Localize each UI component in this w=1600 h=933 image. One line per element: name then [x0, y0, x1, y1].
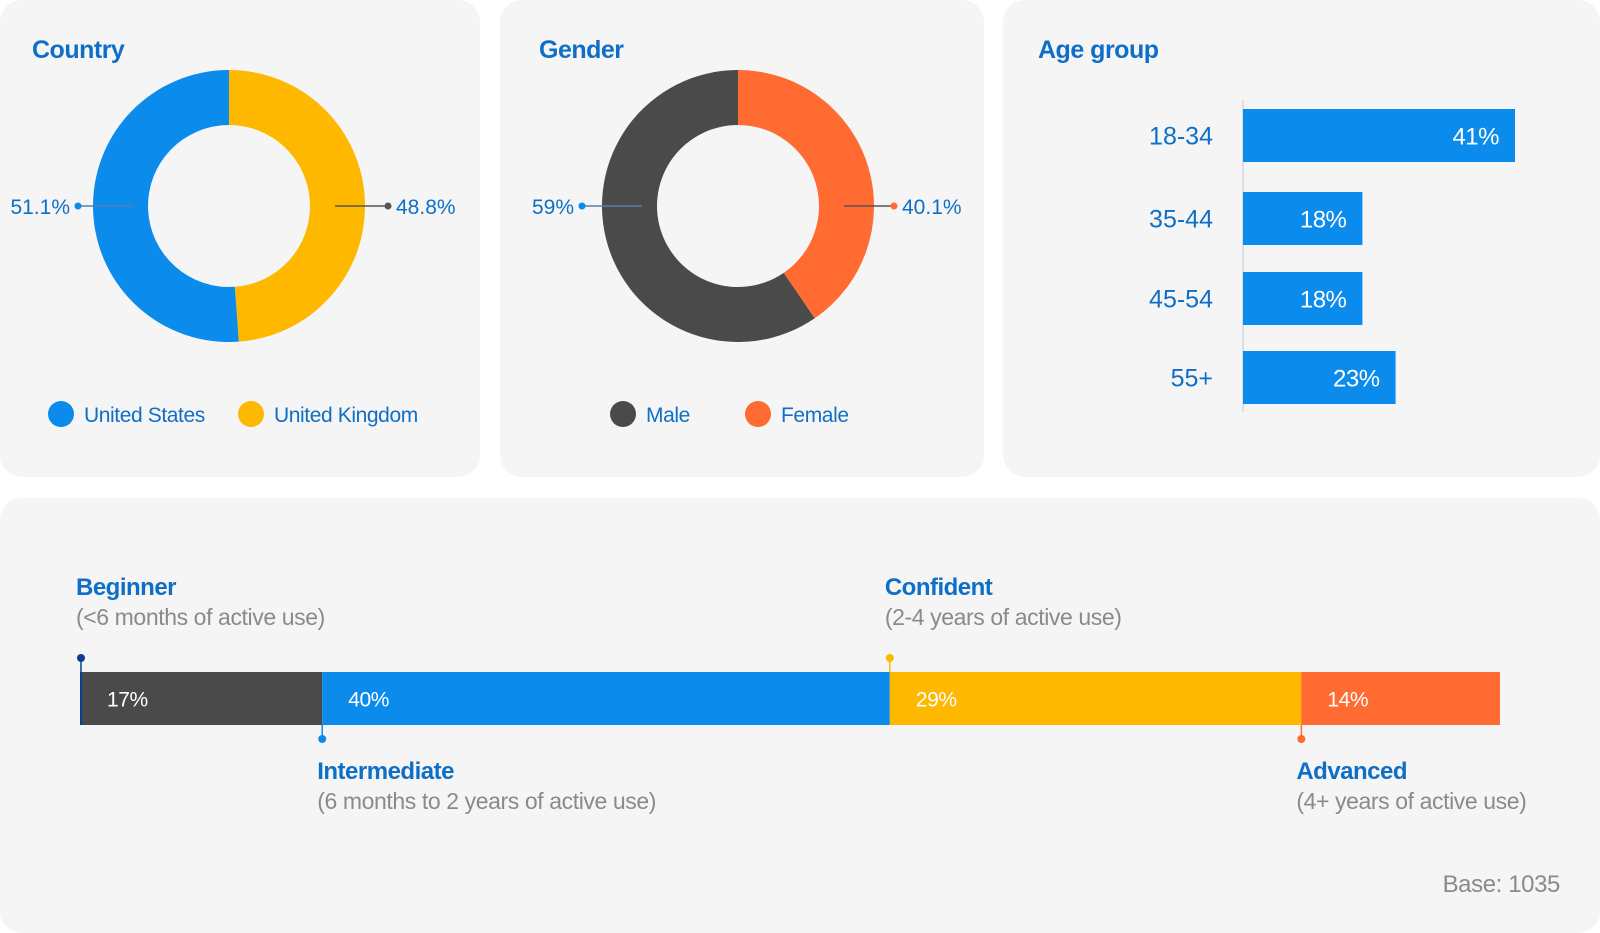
experience-description-beginner: (<6 months of active use): [76, 604, 325, 630]
experience-value-label-advanced: 14%: [1327, 689, 1368, 712]
experience-marker-dot-beginner: [77, 654, 85, 662]
age-bar-chart: 18-34 41% 35-44 18% 45-54 18% 55+ 23%: [1149, 100, 1515, 412]
base-note: Base: 1035: [1442, 871, 1561, 898]
experience-description-intermediate: (6 months to 2 years of active use): [317, 788, 657, 814]
age-category-label-35-44: 35-44: [1149, 206, 1213, 234]
experience-marker-dot-advanced: [1297, 735, 1306, 743]
age-category-label-45-54: 45-54: [1149, 286, 1213, 314]
experience-marker-dot-confident: [885, 654, 894, 662]
age-bar-45-54: [1243, 272, 1363, 325]
gender-title: Gender: [539, 36, 624, 64]
age-value-label-45-54: 18%: [1300, 287, 1347, 314]
gender-leader-dot-left: [578, 202, 586, 210]
country-title: Country: [32, 36, 125, 64]
gender-donut-chart: 59% 40.1% Male Female: [532, 70, 962, 427]
country-slice-united-states: [92, 70, 239, 343]
experience-description-confident: (2-4 years of active use): [884, 604, 1122, 630]
experience-value-label-confident: 29%: [916, 689, 957, 712]
age-bar-35-44: [1243, 192, 1363, 245]
age-category-label-55plus: 55+: [1171, 365, 1213, 393]
gender-legend-swatch-female: [745, 401, 771, 427]
age-title: Age group: [1038, 36, 1159, 64]
gender-legend-swatch-male: [610, 401, 636, 427]
experience-title-advanced: Advanced: [1296, 758, 1408, 785]
experience-value-label-intermediate: 40%: [348, 689, 389, 712]
gender-legend-label-female: Female: [781, 404, 849, 427]
age-value-label-18-34: 41%: [1452, 124, 1499, 151]
experience-description-advanced: (4+ years of active use): [1296, 788, 1527, 814]
age-bar-18-34: [1243, 109, 1515, 162]
age-bar-55plus: [1243, 351, 1396, 404]
experience-card: Beginner (<6 months of active use) Interme…: [0, 498, 1600, 933]
country-card: Country 51.1% 48.8% United States United Ki…: [0, 0, 480, 477]
gender-card: Gender 59% 40.1% Male Female: [500, 0, 984, 477]
age-value-label-55plus: 23%: [1333, 366, 1380, 393]
experience-segment-advanced: [1301, 672, 1500, 725]
country-legend-swatch-united-states: [48, 401, 74, 427]
experience-segment-intermediate: [322, 672, 890, 725]
age-category-label-18-34: 18-34: [1149, 123, 1213, 151]
gender-label-male: 59%: [532, 196, 574, 219]
gender-slice-male: [602, 70, 815, 342]
country-legend-swatch-united-kingdom: [238, 401, 264, 427]
age-card: Age group 18-34 41% 35-44 18% 45-54 18% 55+ 23%: [1003, 0, 1600, 477]
country-slice-united-kingdom: [229, 70, 365, 342]
country-label-united-kingdom: 48.8%: [396, 196, 456, 219]
country-donut-chart: 51.1% 48.8% United States United Kingdom: [10, 70, 456, 427]
gender-label-female: 40.1%: [902, 196, 962, 219]
experience-marker-dot-intermediate: [318, 735, 327, 743]
age-value-label-35-44: 18%: [1300, 207, 1347, 234]
experience-title-confident: Confident: [884, 574, 993, 601]
experience-segment-beginner: [81, 672, 323, 725]
country-leader-dot-left: [74, 202, 82, 210]
country-leader-dot-right: [384, 202, 392, 210]
country-label-united-states: 51.1%: [10, 196, 70, 219]
gender-slice-female: [738, 70, 874, 319]
country-legend-label-united-states: United States: [84, 404, 205, 427]
experience-stacked-bar: 17% 40% 29% 14%: [77, 654, 1500, 743]
gender-leader-dot-right: [890, 202, 898, 210]
experience-title-beginner: Beginner: [76, 574, 177, 601]
gender-legend-label-male: Male: [646, 404, 690, 427]
experience-title-intermediate: Intermediate: [317, 758, 454, 785]
country-legend-label-united-kingdom: United Kingdom: [274, 404, 418, 427]
experience-value-label-beginner: 17%: [107, 689, 148, 712]
experience-segment-confident: [889, 672, 1302, 725]
